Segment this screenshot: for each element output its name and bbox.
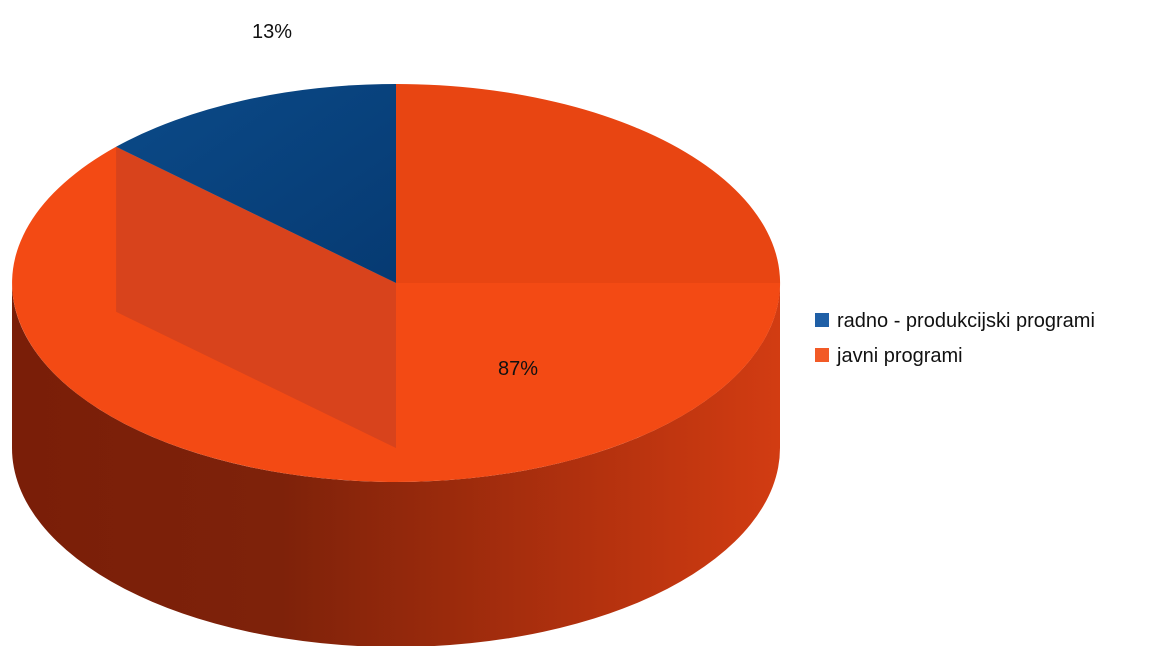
legend-label-radno: radno - produkcijski programi — [837, 310, 1095, 332]
legend-swatch-radno — [815, 313, 829, 327]
pie-slice-javni-cut — [116, 146, 396, 449]
data-label-radno: 13% — [252, 21, 292, 43]
pie-top-shade — [396, 84, 780, 283]
legend-swatch-javni — [815, 348, 829, 362]
legend-label-javni: javni programi — [836, 345, 963, 367]
pie-slice-javni-top — [12, 83, 781, 482]
pie-side-wall — [12, 283, 780, 646]
legend: radno - produkcijski programi javni prog… — [815, 310, 1095, 367]
pie-slice-radno-top — [116, 84, 396, 283]
data-label-javni: 87% — [498, 358, 538, 380]
